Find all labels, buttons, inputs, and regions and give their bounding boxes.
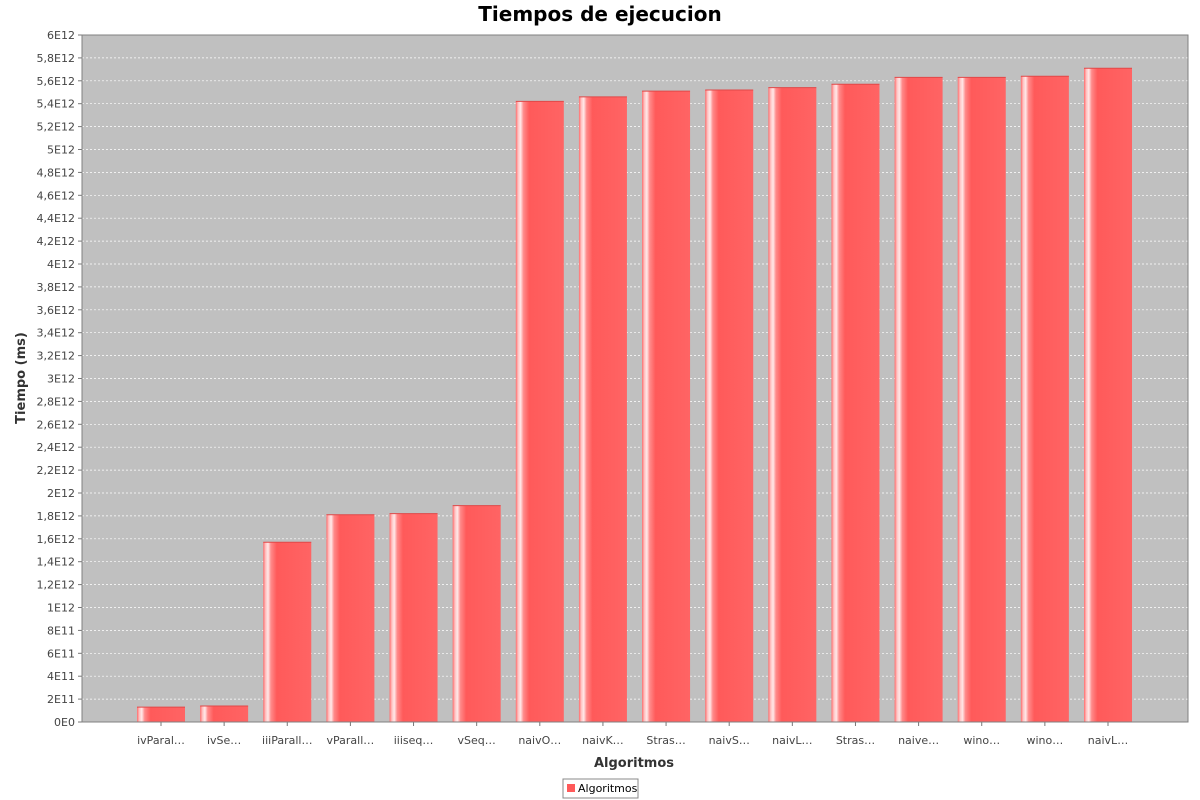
y-tick-label: 1,8E12 — [37, 510, 75, 523]
y-tick-label: 2,8E12 — [37, 395, 75, 408]
y-tick-label: 4E11 — [47, 670, 75, 683]
x-tick-label: Stras… — [646, 734, 685, 747]
y-tick-label: 4,4E12 — [37, 212, 75, 225]
bar — [1084, 68, 1132, 722]
y-tick-label: 4,8E12 — [37, 166, 75, 179]
x-tick-label: wino… — [963, 734, 1000, 747]
y-tick-label: 2E11 — [47, 693, 75, 706]
bar — [1020, 76, 1069, 723]
y-tick-label: 4E12 — [47, 258, 75, 271]
y-tick-label: 1,6E12 — [37, 533, 75, 546]
plot-border — [81, 34, 1189, 723]
x-tick-label: naivL… — [1088, 734, 1128, 747]
y-tick-label: 2E12 — [47, 487, 75, 500]
legend-box — [562, 778, 639, 799]
y-tick-label: 1,2E12 — [37, 579, 75, 592]
legend: Algoritmos — [562, 778, 639, 799]
bar — [578, 96, 627, 722]
y-tick-label: 3,8E12 — [37, 281, 75, 294]
y-tick-label: 3,4E12 — [37, 327, 75, 340]
y-tick-label: 5,8E12 — [37, 52, 75, 65]
legend-swatch — [567, 784, 575, 792]
x-tick-label: naivK… — [582, 734, 624, 747]
y-tick-label: 0E0 — [54, 716, 75, 729]
x-tick-label: wino… — [1026, 734, 1063, 747]
bar — [326, 514, 375, 722]
y-tick-label: 1,4E12 — [37, 556, 75, 569]
plot-area-group: 0E0 2E11 4E11 6E11 8E11 1E12 1,2E12 1,4E12 1,6E1… — [37, 29, 1189, 747]
bar — [768, 87, 817, 723]
bar — [263, 542, 312, 722]
bar — [137, 707, 185, 722]
y-tick-label: 5,4E12 — [37, 98, 75, 111]
bar — [705, 89, 754, 722]
y-tick-label: 3,6E12 — [37, 304, 75, 317]
y-tick-label: 5,6E12 — [37, 75, 75, 88]
legend-label: Algoritmos — [578, 782, 638, 795]
y-tick-label: 1E12 — [47, 602, 75, 615]
y-tick-label: 6E12 — [47, 29, 75, 42]
y-tick-label: 4,2E12 — [37, 235, 75, 248]
x-tick-label: Stras… — [836, 734, 875, 747]
bar — [200, 705, 249, 722]
x-tick-label: iiiseq… — [394, 734, 434, 747]
bar — [452, 505, 501, 722]
y-tick-label: 3E12 — [47, 373, 75, 386]
x-tick-label: vParall… — [327, 734, 375, 747]
x-tick-label: naivS… — [709, 734, 750, 747]
x-axis-label: Algoritmos — [594, 756, 674, 771]
bar — [831, 84, 880, 723]
y-tick-label: 5,2E12 — [37, 121, 75, 134]
y-tick-label: 2,2E12 — [37, 464, 75, 477]
y-tick-label: 3,2E12 — [37, 350, 75, 363]
bar — [389, 513, 438, 722]
chart-title: Tiempos de ejecucion — [478, 2, 721, 26]
x-tick-label: naive… — [898, 734, 939, 747]
y-tick-label: 5E12 — [47, 144, 75, 157]
bar — [894, 77, 943, 723]
bar — [515, 101, 564, 722]
y-tick-label: 2,4E12 — [37, 441, 75, 454]
x-tick-label: iiiParall… — [262, 734, 312, 747]
bar — [642, 91, 691, 723]
y-tick-label: 6E11 — [47, 647, 75, 660]
bar — [957, 77, 1006, 723]
y-axis-label: Tiempo (ms) — [14, 332, 29, 424]
y-tick-label: 8E11 — [47, 624, 75, 637]
x-tick-label: naivO… — [518, 734, 561, 747]
y-tick-label: 2,6E12 — [37, 418, 75, 431]
x-tick-label: naivL… — [772, 734, 812, 747]
x-tick-label: ivSe… — [207, 734, 241, 747]
y-tick-label: 4,6E12 — [37, 189, 75, 202]
x-tick-label: ivParal… — [137, 734, 185, 747]
x-tick-label: vSeq… — [458, 734, 496, 747]
